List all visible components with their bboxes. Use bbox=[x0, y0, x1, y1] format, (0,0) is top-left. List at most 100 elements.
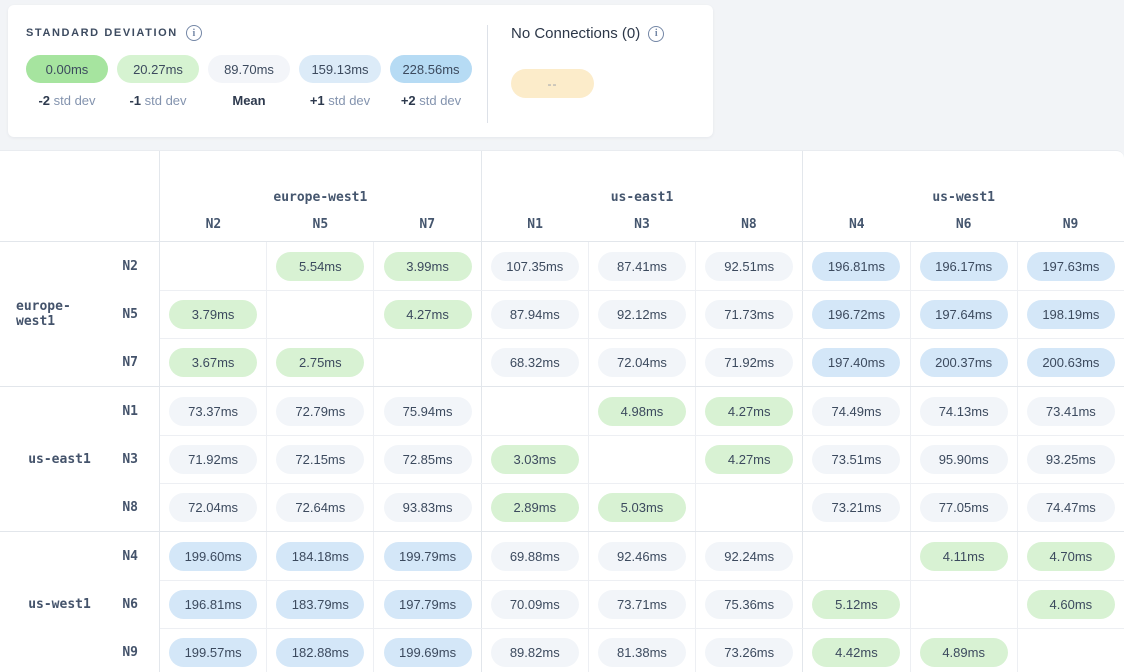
matrix-row-N7: 3.67ms 2.75ms 68.32ms 72.04ms 71.92ms 197.40m… bbox=[160, 338, 1124, 386]
latency-pill[interactable]: 3.99ms bbox=[383, 251, 472, 281]
rows-wrap: 73.37ms 72.79ms 75.94ms 4.98ms 4.27ms 74.49ms… bbox=[160, 387, 1124, 531]
latency-pill[interactable]: 68.32ms bbox=[490, 348, 579, 377]
no-connections-title: No Connections (0) bbox=[511, 25, 641, 42]
latency-pill[interactable]: 4.60ms bbox=[1026, 590, 1115, 619]
latency-pill[interactable]: 196.72ms bbox=[812, 300, 901, 329]
latency-pill[interactable]: 95.90ms bbox=[919, 445, 1008, 474]
latency-pill[interactable]: 197.40ms bbox=[812, 348, 901, 377]
latency-pill[interactable]: 72.85ms bbox=[383, 445, 472, 474]
latency-pill[interactable]: 92.24ms bbox=[705, 541, 794, 571]
column-header-N5: N5 bbox=[312, 217, 329, 232]
latency-pill[interactable]: 5.54ms bbox=[276, 251, 365, 281]
latency-pill[interactable]: 4.27ms bbox=[705, 396, 794, 426]
latency-pill[interactable]: 2.75ms bbox=[276, 348, 365, 377]
latency-pill[interactable]: 74.13ms bbox=[919, 396, 1008, 426]
latency-pill[interactable]: 4.89ms bbox=[919, 638, 1008, 667]
latency-pill[interactable]: 93.25ms bbox=[1026, 445, 1115, 474]
latency-pill[interactable]: 199.79ms bbox=[383, 541, 472, 571]
latency-cell: 5.54ms bbox=[266, 242, 373, 290]
latency-pill[interactable]: 200.63ms bbox=[1026, 348, 1115, 377]
column-headers: N1 N3 N8 bbox=[482, 208, 803, 241]
latency-pill[interactable]: 73.71ms bbox=[597, 590, 686, 619]
region-cell: us-west1 bbox=[0, 532, 103, 672]
latency-pill[interactable]: 77.05ms bbox=[919, 493, 1008, 522]
latency-pill[interactable]: 81.38ms bbox=[597, 638, 686, 667]
latency-pill[interactable]: 71.73ms bbox=[705, 300, 794, 329]
region-cell: europe-west1 bbox=[0, 242, 103, 386]
latency-pill[interactable]: 71.92ms bbox=[169, 445, 258, 474]
latency-pill[interactable]: 199.60ms bbox=[169, 541, 258, 571]
latency-pill[interactable]: 196.81ms bbox=[812, 251, 901, 281]
latency-pill[interactable]: 87.94ms bbox=[490, 300, 579, 329]
latency-pill[interactable]: 72.79ms bbox=[276, 396, 365, 426]
latency-pill[interactable]: 89.82ms bbox=[490, 638, 579, 667]
latency-pill[interactable]: 70.09ms bbox=[490, 590, 579, 619]
latency-cell: 197.40ms bbox=[802, 339, 909, 386]
latency-pill[interactable]: 93.83ms bbox=[383, 493, 472, 522]
latency-pill[interactable]: 72.64ms bbox=[276, 493, 365, 522]
latency-pill[interactable]: 182.88ms bbox=[276, 638, 365, 667]
latency-pill[interactable]: 5.12ms bbox=[812, 590, 901, 619]
latency-cell: 198.19ms bbox=[1016, 291, 1124, 338]
latency-pill[interactable]: 87.41ms bbox=[597, 251, 686, 281]
latency-pill[interactable]: 3.79ms bbox=[169, 300, 258, 329]
latency-pill[interactable]: 75.94ms bbox=[383, 396, 472, 426]
row-header-N1: N1 bbox=[122, 403, 138, 419]
latency-pill[interactable]: 4.98ms bbox=[597, 396, 686, 426]
latency-pill[interactable]: 72.15ms bbox=[276, 445, 365, 474]
latency-pill[interactable]: 5.03ms bbox=[597, 493, 686, 522]
row-header-N6: N6 bbox=[122, 596, 138, 612]
latency-pill[interactable]: 4.70ms bbox=[1026, 541, 1115, 571]
column-header-N7: N7 bbox=[419, 217, 436, 232]
latency-pill[interactable]: 73.37ms bbox=[169, 396, 258, 426]
info-icon[interactable]: i bbox=[185, 25, 202, 41]
latency-pill[interactable]: 73.41ms bbox=[1026, 396, 1115, 426]
latency-pill[interactable]: 72.04ms bbox=[597, 348, 686, 377]
latency-pill[interactable]: 4.11ms bbox=[919, 541, 1008, 571]
latency-pill[interactable]: 183.79ms bbox=[276, 590, 365, 619]
latency-pill[interactable]: 73.26ms bbox=[705, 638, 794, 667]
latency-pill[interactable]: 71.92ms bbox=[705, 348, 794, 377]
latency-pill[interactable]: 74.47ms bbox=[1026, 493, 1115, 522]
latency-pill[interactable]: 3.03ms bbox=[490, 445, 579, 474]
latency-pill[interactable]: 92.51ms bbox=[705, 251, 794, 281]
latency-pill[interactable]: 74.49ms bbox=[812, 396, 901, 426]
latency-pill[interactable]: 197.64ms bbox=[919, 300, 1008, 329]
latency-pill[interactable]: 2.89ms bbox=[490, 493, 579, 522]
latency-pill[interactable]: 199.69ms bbox=[383, 638, 472, 667]
latency-pill[interactable]: 3.67ms bbox=[169, 348, 258, 377]
rows-wrap: 199.60ms 184.18ms 199.79ms 69.88ms 92.46ms 92… bbox=[160, 532, 1124, 672]
latency-pill[interactable]: 72.04ms bbox=[169, 493, 258, 522]
latency-pill[interactable]: 197.63ms bbox=[1026, 251, 1115, 281]
latency-pill[interactable]: 4.27ms bbox=[705, 445, 794, 474]
latency-pill[interactable]: 73.21ms bbox=[812, 493, 901, 522]
std-dev-legend-header: STANDARD DEVIATION i bbox=[26, 25, 487, 41]
latency-pill[interactable]: 4.27ms bbox=[383, 300, 472, 329]
latency-cell: 72.04ms bbox=[587, 339, 695, 386]
matrix-row-N9: 199.57ms 182.88ms 199.69ms 89.82ms 81.38ms 73… bbox=[160, 628, 1124, 672]
latency-cell: 74.49ms bbox=[802, 387, 909, 435]
latency-pill[interactable]: 92.12ms bbox=[597, 300, 686, 329]
latency-cell bbox=[160, 242, 266, 290]
latency-cell: 93.83ms bbox=[373, 484, 480, 531]
column-header-N4: N4 bbox=[848, 217, 865, 232]
matrix-row-group-europe-west1: europe-west1 N2 N5 N7 5.54ms 3.99ms 107.35ms 87… bbox=[0, 241, 1124, 386]
latency-pill[interactable]: 69.88ms bbox=[490, 541, 579, 571]
latency-pill[interactable]: 196.81ms bbox=[169, 590, 258, 619]
latency-pill[interactable]: 75.36ms bbox=[705, 590, 794, 619]
latency-pill[interactable]: 199.57ms bbox=[169, 638, 258, 667]
latency-pill[interactable]: 200.37ms bbox=[919, 348, 1008, 377]
latency-pill[interactable]: 107.35ms bbox=[490, 251, 579, 281]
latency-pill[interactable]: 73.51ms bbox=[812, 445, 901, 474]
latency-cell: 3.79ms bbox=[160, 291, 266, 338]
latency-cell: 4.70ms bbox=[1016, 532, 1124, 580]
latency-pill[interactable]: 184.18ms bbox=[276, 541, 365, 571]
latency-pill[interactable]: 4.42ms bbox=[812, 638, 901, 667]
latency-pill[interactable]: 92.46ms bbox=[597, 541, 686, 571]
latency-pill[interactable]: 197.79ms bbox=[383, 590, 472, 619]
latency-cell: 200.37ms bbox=[909, 339, 1017, 386]
latency-pill[interactable]: 198.19ms bbox=[1026, 300, 1115, 329]
info-icon[interactable]: i bbox=[648, 25, 665, 42]
legend-stop-pill: 20.27ms bbox=[117, 55, 199, 83]
latency-pill[interactable]: 196.17ms bbox=[919, 251, 1008, 281]
